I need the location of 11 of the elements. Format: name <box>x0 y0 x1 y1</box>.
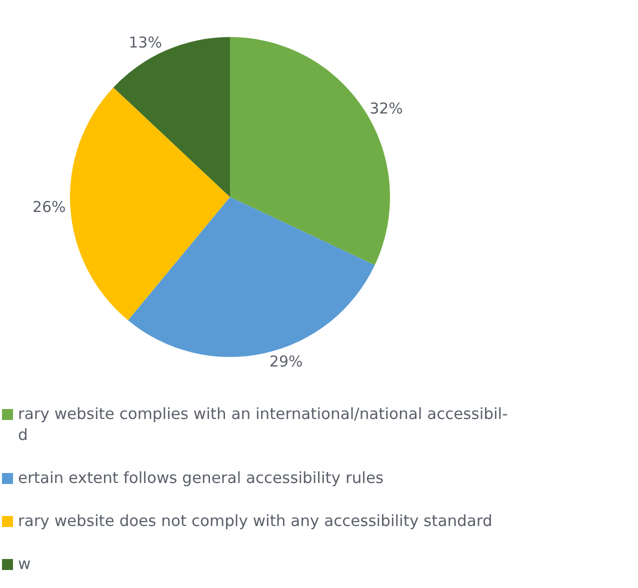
pie-slice <box>113 37 230 197</box>
pie-slice <box>128 197 375 357</box>
legend-label: w <box>18 555 31 573</box>
legend-label: rary website does not comply with any accessibility standard <box>18 512 492 530</box>
data-label: 29% <box>269 352 303 371</box>
pie-slice <box>70 87 230 320</box>
legend-label: ertain extent follows general accessibility rules <box>18 469 384 487</box>
legend-label: rary website complies with an international/national accessibil- d <box>18 405 508 444</box>
data-label: 26% <box>32 198 66 216</box>
data-label: 32% <box>370 100 403 118</box>
data-label: 13% <box>128 34 162 52</box>
